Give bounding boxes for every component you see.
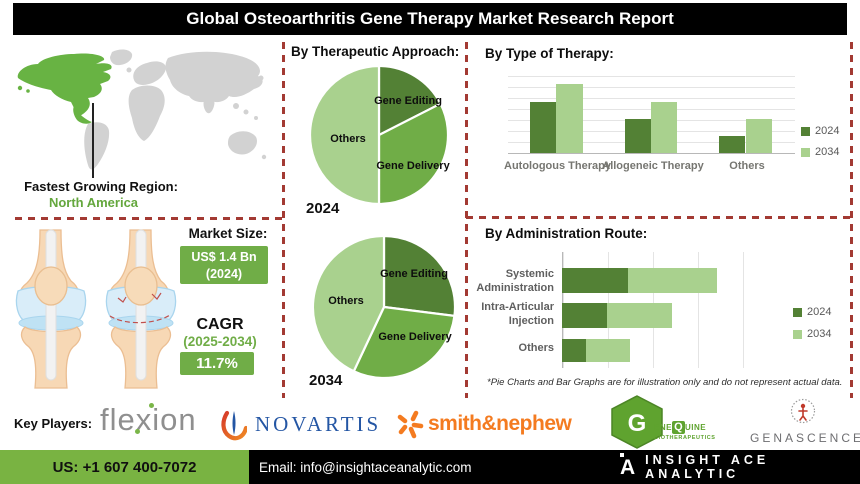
bar-others-route-2024 — [562, 339, 586, 362]
footer-brand: A INSIGHT ACE ANALYTIC — [620, 450, 860, 484]
genequine-text: ENE Q UINE BIOTHERAPEUTICS — [654, 418, 716, 442]
legend-2024-route: 2024 — [793, 306, 831, 318]
pie-2034-label-gene-delivery: Gene Delivery — [378, 331, 452, 343]
legend-swatch-2034 — [801, 147, 810, 157]
pie-2034-label-gene-editing: Gene Editing — [380, 268, 448, 280]
pie-2024-label-gene-editing: Gene Editing — [374, 95, 442, 107]
pie-2024-label-others: Others — [330, 133, 365, 145]
insight-ace-brand-text: INSIGHT ACE ANALYTIC — [645, 453, 770, 481]
market-size-year: (2024) — [205, 266, 243, 281]
legend-2024-text: 2024 — [815, 125, 840, 137]
flexion-text-1: fle — [100, 402, 136, 437]
bar-others-2024 — [719, 135, 745, 153]
novartis-flame-icon — [221, 410, 247, 441]
bar-systemic-2024 — [562, 268, 628, 293]
divider-vertical-right — [850, 42, 853, 398]
smith-nephew-star-icon — [397, 410, 424, 439]
genequine-ene: ENE — [654, 422, 672, 432]
divider-vertical-left — [282, 42, 285, 398]
bar-others-route — [562, 339, 631, 362]
world-map — [17, 49, 267, 170]
label-systemic-administration: Systemic Administration — [476, 268, 554, 295]
novartis-text: NOVARTIS — [255, 412, 382, 436]
svg-text:G: G — [628, 410, 647, 437]
smith-nephew-logo: smith&nephew — [394, 408, 572, 440]
legend-swatch-2034-route — [793, 329, 802, 339]
category-allogeneic-therapy: Allogeneic Therapy — [602, 160, 704, 172]
flexion-text-2: ion — [152, 402, 197, 437]
flexion-logo: flexion — [100, 402, 197, 438]
genascence-logo: GENASCENCE — [750, 398, 860, 445]
insight-ace-logo-icon: A — [620, 452, 636, 479]
pie-chart-2024: Gene Editing Gene Delivery Others — [308, 64, 450, 206]
legend-2034-route-text: 2034 — [807, 328, 832, 340]
category-autologous-therapy: Autologous Therapy — [504, 160, 611, 172]
bar-autologous-2024 — [530, 102, 556, 153]
pie-2024-label-gene-delivery: Gene Delivery — [376, 160, 450, 172]
bar-allogeneic-2034 — [651, 102, 677, 153]
bar-others-2034 — [746, 119, 772, 153]
label-intra-articular-injection: Intra-Articular Injection — [481, 301, 554, 328]
bar-others-route-2034 — [585, 339, 631, 362]
bar-intra-articular-2024 — [562, 303, 607, 328]
footer-bar: US: +1 607 400-7072 Email: info@insighta… — [0, 450, 860, 484]
category-others: Others — [729, 160, 765, 172]
bar-allogeneic-2024 — [625, 119, 651, 153]
legend-2024-therapy: 2024 — [801, 125, 839, 137]
footer-phone: US: +1 607 400-7072 — [0, 450, 249, 484]
legend-2024-route-text: 2024 — [807, 306, 832, 318]
legend-swatch-2024 — [801, 126, 810, 136]
bar-systemic — [562, 268, 718, 293]
legend-2034-route: 2034 — [793, 328, 831, 340]
legend-2034-therapy: 2034 — [801, 146, 839, 158]
legend-2034-text: 2034 — [815, 146, 840, 158]
market-size-value: US$ 1.4 Bn — [191, 250, 257, 264]
market-size-value-box: US$ 1.4 Bn (2024) — [180, 246, 268, 284]
bar-intra-articular-2034 — [606, 303, 673, 328]
map-continents — [84, 49, 267, 170]
osteoarthritic-knee — [105, 229, 177, 389]
fastest-growing-region-label: Fastest Growing Region: — [24, 179, 178, 194]
label-others-route: Others — [518, 342, 554, 354]
legend-swatch-2024-route — [793, 307, 802, 317]
map-north-america-highlight — [17, 53, 112, 124]
genequine-uine: UINE — [684, 422, 707, 432]
pie-year-2024: 2024 — [306, 200, 340, 217]
genascence-icon — [790, 398, 815, 424]
therapy-type-bar-chart — [508, 76, 795, 154]
section-heading-therapeutic-approach: By Therapeutic Approach: — [291, 44, 460, 59]
divider-horizontal-right — [466, 216, 851, 219]
pie-year-2034: 2034 — [309, 372, 343, 389]
bar-autologous-2034 — [556, 84, 583, 153]
smith-nephew-text: smith&nephew — [428, 412, 572, 435]
flexion-x: x — [135, 402, 153, 437]
genequine-hexagon-icon: G — [611, 395, 663, 449]
divider-horizontal-left — [15, 217, 283, 220]
genequine-q: Q — [671, 420, 685, 434]
cagr-period: (2025-2034) — [183, 334, 257, 349]
market-size-label: Market Size: — [188, 226, 268, 241]
report-title: Global Osteoarthritis Gene Therapy Marke… — [13, 3, 847, 35]
divider-vertical-mid — [465, 42, 468, 398]
cagr-label: CAGR — [196, 316, 244, 333]
novartis-logo: NOVARTIS — [220, 408, 381, 441]
section-heading-administration-route: By Administration Route: — [485, 226, 648, 241]
genascence-text: GENASCENCE — [750, 431, 860, 445]
cartilage-damage-marks — [109, 292, 171, 324]
pie-2034-label-others: Others — [328, 295, 363, 307]
fastest-growing-region-value: North America — [48, 195, 139, 210]
healthy-knee — [15, 229, 87, 389]
section-heading-type-of-therapy: By Type of Therapy: — [485, 46, 614, 61]
key-players-label: Key Players: — [14, 416, 93, 431]
genequine-logo: G ENE Q UINE BIOTHERAPEUTICS — [606, 395, 716, 449]
bar-systemic-2034 — [627, 268, 718, 293]
disclaimer-note: *Pie Charts and Bar Graphs are for illus… — [487, 377, 843, 388]
cagr-value-box: 11.7% — [180, 352, 254, 375]
pie-chart-2034: Gene Editing Gene Delivery Others — [312, 235, 456, 379]
genequine-biotherapeutics: BIOTHERAPEUTICS — [654, 434, 716, 441]
region-leader-line — [92, 103, 94, 178]
knee-joint-illustration — [15, 229, 177, 389]
footer-email: Email: info@insightaceanalytic.com — [259, 459, 472, 475]
bar-intra-articular — [562, 303, 673, 328]
